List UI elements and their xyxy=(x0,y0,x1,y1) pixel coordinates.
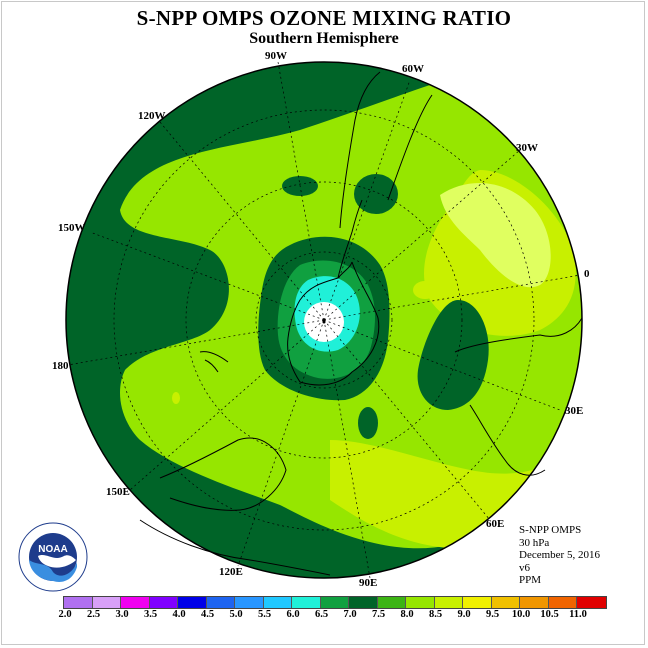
colorbar-tick-label: 7.5 xyxy=(371,609,386,620)
colorbar-tick-label: 4.5 xyxy=(200,609,215,620)
colorbar-tick-label: 11.0 xyxy=(569,609,587,620)
lon-label-90w: 90W xyxy=(265,50,287,62)
colorbar-swatch xyxy=(406,597,435,608)
info-date: December 5, 2016 xyxy=(519,549,600,562)
colorbar-swatch xyxy=(520,597,549,608)
info-version: v6 xyxy=(519,561,530,574)
map-border xyxy=(65,61,583,579)
yellow-dot-west xyxy=(172,392,180,404)
colorbar-swatch xyxy=(577,597,606,608)
light-patch-east xyxy=(413,281,437,299)
colorbar-swatch xyxy=(491,597,520,608)
south-america-coast xyxy=(339,71,433,229)
chart-subtitle: Southern Hemisphere xyxy=(249,30,399,47)
lon-label-30w: 30W xyxy=(516,142,538,154)
colorbar xyxy=(63,596,607,609)
colorbar-swatch xyxy=(235,597,264,608)
colorbar-tick-label: 6.5 xyxy=(314,609,329,620)
australia-coast xyxy=(159,437,287,511)
chart-title: S-NPP OMPS OZONE MIXING RATIO xyxy=(136,6,512,30)
lon-label-60w: 60W xyxy=(402,63,424,75)
colorbar-swatch xyxy=(149,597,178,608)
lon-label-30e: 30E xyxy=(565,405,584,417)
info-pressure: 30 hPa xyxy=(519,536,550,549)
coastlines xyxy=(139,71,583,576)
colorbar-tick-label: 7.0 xyxy=(343,609,357,620)
colorbar-tick-label: 3.0 xyxy=(115,609,129,620)
colorbar-tick-label: 5.5 xyxy=(257,609,272,620)
info-block: S-NPP OMPS 30 hPa December 5, 2016 v6 PP… xyxy=(519,524,600,587)
colorbar-swatch xyxy=(434,597,463,608)
noaa-logo-text: NOAA xyxy=(38,544,67,555)
lon-label-0: 0 xyxy=(584,268,590,280)
pale-yellow-region xyxy=(440,183,551,288)
colorbar-tick-label: 6.0 xyxy=(286,609,300,620)
info-instrument: S-NPP OMPS xyxy=(519,524,582,536)
colorbar-tick-label: 8.5 xyxy=(428,609,443,620)
antarctic-peninsula xyxy=(337,199,363,279)
colorbar-swatch xyxy=(320,597,349,608)
dark-green-patch-south xyxy=(358,407,378,439)
colorbar-tick-label: 4.0 xyxy=(172,609,186,620)
colorbar-tick-label: 10.5 xyxy=(540,609,559,620)
dark-green-patch-ne xyxy=(354,174,398,214)
lon-label-120e: 120E xyxy=(219,566,243,578)
colorbar-tick-label: 5.0 xyxy=(229,609,243,620)
colorbar-tick-label: 2.5 xyxy=(86,609,101,620)
lon-label-120w: 120W xyxy=(138,110,166,122)
colorbar-tick-label: 9.5 xyxy=(485,609,500,620)
lon-label-150w: 150W xyxy=(58,222,86,234)
info-units: PPM xyxy=(519,574,542,587)
lon-label-150e: 150E xyxy=(106,486,130,498)
south-pole-marker xyxy=(322,320,326,324)
colorbar-swatch xyxy=(206,597,235,608)
colorbar-swatch xyxy=(377,597,406,608)
southeast-asia-coast xyxy=(139,519,331,576)
dark-green-blob-east xyxy=(417,300,489,410)
colorbar-ticks: 2.0 2.5 3.0 3.5 4.0 4.5 5.0 5.5 6.0 6.5 7.0 7.5 8.0 8… xyxy=(58,609,587,623)
colorbar-swatch xyxy=(349,597,378,608)
lon-label-90e: 90E xyxy=(359,577,378,589)
graticule xyxy=(67,61,581,579)
colorbar-tick-label: 2.0 xyxy=(58,609,72,620)
lon-label-60e: 60E xyxy=(486,518,505,530)
colorbar-swatch xyxy=(92,597,121,608)
colorbar-swatch xyxy=(178,597,207,608)
colorbar-swatch xyxy=(64,597,93,608)
colorbar-swatch xyxy=(263,597,292,608)
colorbar-tick-label: 8.0 xyxy=(400,609,414,620)
lon-label-180: 180 xyxy=(52,360,69,372)
colorbar-swatch xyxy=(548,597,577,608)
new-zealand-coast xyxy=(199,351,229,373)
colorbar-swatch xyxy=(463,597,492,608)
noaa-logo: NOAA xyxy=(18,522,88,592)
colorbar-tick-label: 10.0 xyxy=(511,609,531,620)
colorbar-swatch xyxy=(292,597,321,608)
colorbar-tick-label: 3.5 xyxy=(143,609,158,620)
colorbar-tick-label: 9.0 xyxy=(457,609,471,620)
colorbar-swatch xyxy=(121,597,150,608)
